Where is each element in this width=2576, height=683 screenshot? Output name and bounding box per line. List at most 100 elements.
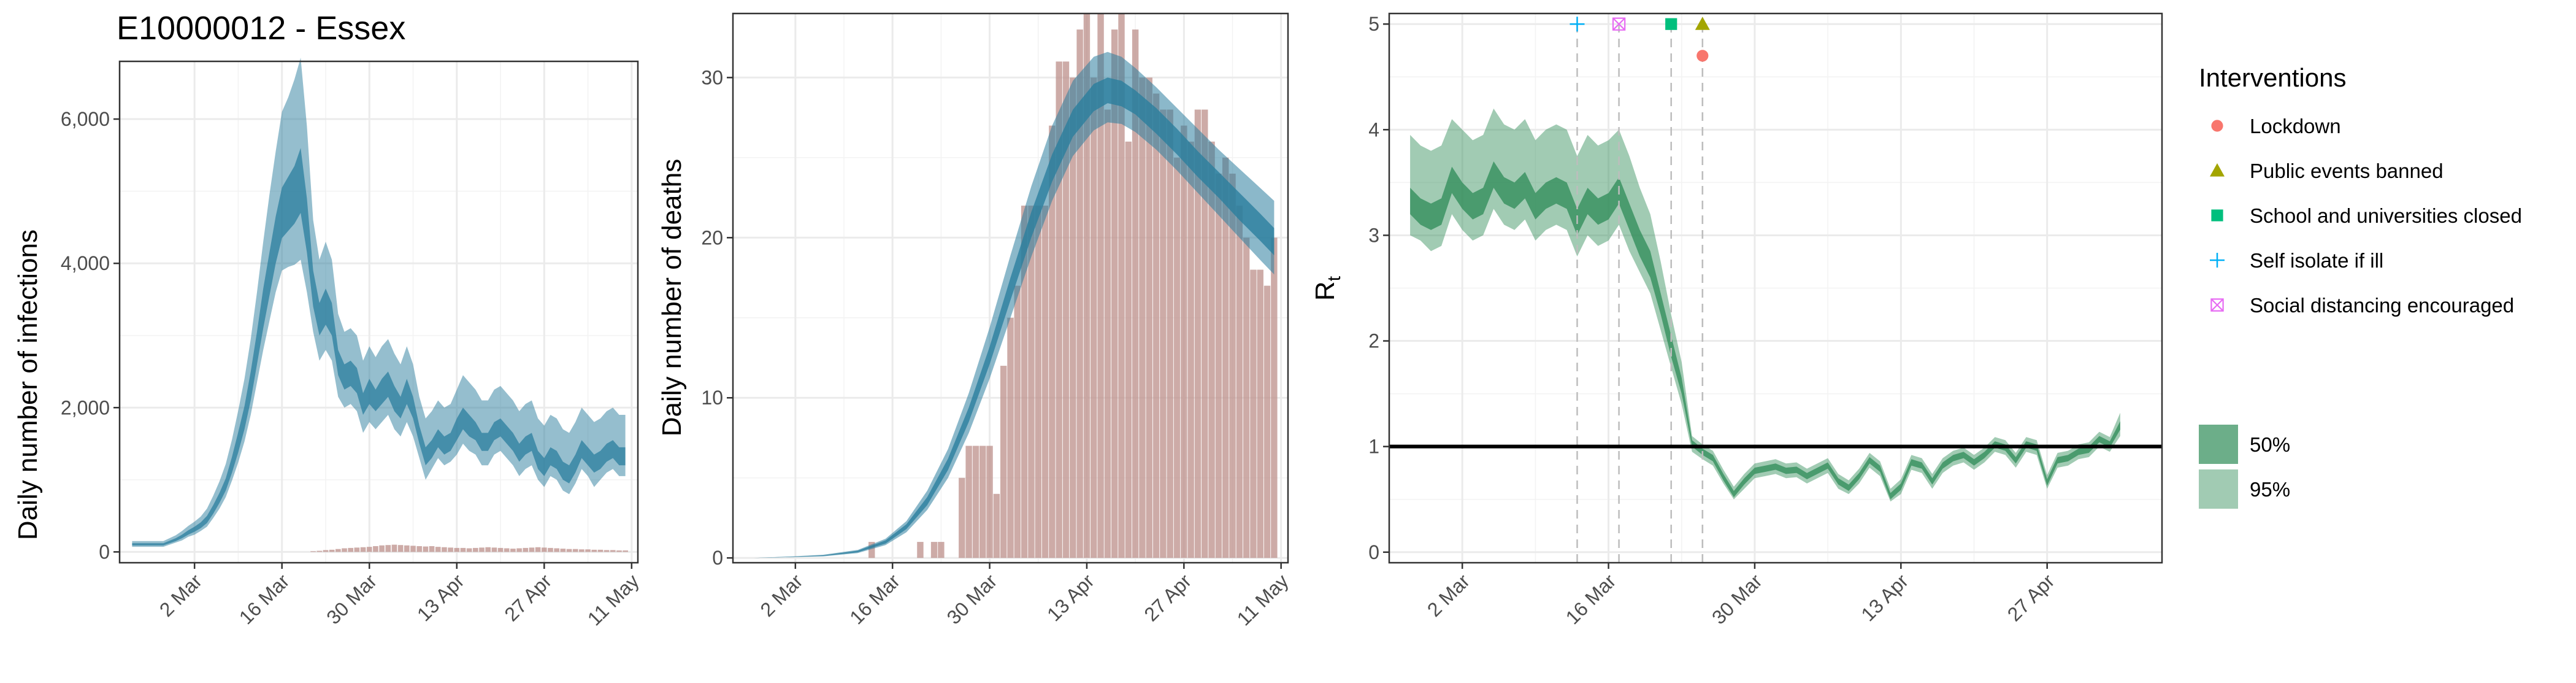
observed-case-bar — [610, 550, 616, 552]
deaths-bar — [1083, 14, 1091, 558]
infections-x-tick-label: 16 Mar — [235, 569, 294, 628]
observed-case-bar — [379, 545, 385, 552]
infections-panel: 0 2,000 4,000 6,000 2 Mar 16 Mar 30 Mar 13 Apr 2… — [61, 58, 643, 630]
legend-interval: 50% — [2199, 425, 2290, 464]
observed-case-bar — [497, 547, 504, 552]
observed-case-bar — [604, 550, 610, 552]
legend-intervals: 50% 95% — [2199, 425, 2290, 509]
deaths-bar — [1236, 206, 1243, 558]
observed-case-bar — [435, 547, 441, 552]
observed-case-bar — [442, 547, 447, 552]
deaths-x-tick-label: 16 Mar — [845, 569, 904, 628]
observed-case-bar — [397, 545, 404, 552]
deaths-bar — [972, 446, 979, 558]
deaths-bar — [1215, 173, 1222, 558]
infections-y-axis-title: Daily number of infections — [13, 230, 43, 540]
deaths-y-tick-label: 0 — [712, 547, 723, 569]
deaths-y-axis-title: Daily number of deaths — [657, 159, 687, 436]
infections-x-tick-label: 11 May — [583, 569, 643, 630]
observed-case-bar — [585, 549, 591, 552]
deaths-bar — [1041, 206, 1049, 558]
infections-y-tick-label: 2,000 — [61, 396, 110, 419]
observed-case-bar — [410, 546, 416, 552]
observed-case-bar — [448, 547, 453, 552]
infections-x-tick-label: 27 Apr — [500, 569, 556, 625]
legend-item: Self isolate if ill — [2210, 249, 2383, 272]
deaths-bar — [1194, 109, 1202, 558]
deaths-bar — [1229, 173, 1236, 558]
deaths-bar — [917, 542, 924, 558]
deaths-bar — [1167, 109, 1173, 558]
rt-y-tick-label: 0 — [1368, 541, 1379, 563]
deaths-bar — [1070, 77, 1076, 558]
legend-key-square — [2211, 209, 2223, 222]
observed-case-bar — [597, 549, 604, 552]
deaths-bar — [1257, 269, 1263, 558]
rt-x-tick-label: 2 Mar — [1423, 569, 1474, 621]
legend-interval: 95% — [2199, 469, 2290, 509]
legend-item-label: Self isolate if ill — [2250, 249, 2383, 272]
legend-item: Public events banned — [2210, 160, 2444, 182]
figure-title: E10000012 - Essex — [117, 10, 405, 47]
observed-case-bar — [504, 548, 510, 552]
intervention-marker — [1570, 17, 1585, 32]
rt-y-tick-label: 5 — [1368, 13, 1379, 35]
deaths-bar — [1208, 141, 1215, 558]
svg-text:Rt: Rt — [1310, 276, 1344, 301]
deaths-bar — [1173, 157, 1181, 558]
observed-case-bar — [516, 548, 522, 552]
observed-case-bar — [491, 547, 497, 552]
observed-case-bar — [591, 549, 597, 552]
deaths-bar — [965, 446, 972, 558]
observed-case-bar — [472, 547, 478, 552]
observed-case-bar — [366, 547, 372, 552]
observed-case-bar — [510, 549, 516, 552]
deaths-bar — [1111, 29, 1118, 558]
deaths-bar — [1271, 237, 1278, 558]
observed-case-bar — [623, 550, 628, 552]
deaths-x-tick-label: 30 Mar — [943, 569, 1002, 628]
deaths-bar — [1243, 237, 1250, 558]
deaths-bar — [1202, 109, 1208, 558]
legend-item: Social distancing encouraged — [2210, 294, 2514, 317]
observed-case-bar — [554, 548, 559, 552]
deaths-95-band — [753, 52, 1275, 558]
legend-interval-swatch — [2199, 425, 2238, 464]
legend-item: Lockdown — [2211, 115, 2341, 137]
deaths-bar — [1104, 109, 1111, 558]
legend-item-label: Public events banned — [2250, 160, 2444, 182]
rt-y-tick-label: 4 — [1368, 118, 1379, 141]
observed-case-bar — [454, 547, 460, 552]
legend-item-label: Social distancing encouraged — [2250, 294, 2514, 317]
observed-case-bar — [342, 548, 347, 552]
deaths-bar — [1056, 61, 1062, 558]
observed-case-bar — [316, 550, 323, 552]
deaths-panel: 0 10 20 30 2 Mar 16 Mar 30 Mar 13 Apr 27 Apr 11 M… — [701, 12, 1293, 630]
observed-case-bar — [460, 547, 466, 552]
deaths-bar — [1146, 77, 1152, 558]
deaths-bar — [1091, 77, 1097, 558]
deaths-bar — [868, 542, 875, 558]
legend-item: School and universities closed — [2211, 204, 2522, 227]
deaths-bar — [1263, 285, 1271, 558]
legend-item-label: School and universities closed — [2250, 204, 2522, 227]
deaths-y-tick-label: 30 — [701, 66, 723, 88]
observed-case-bar — [385, 545, 391, 552]
observed-case-bar — [548, 547, 553, 552]
deaths-bar — [1125, 141, 1132, 558]
rt-y-axis-title: Rt — [1310, 276, 1344, 301]
observed-case-bar — [335, 549, 341, 552]
rt-y-tick-label: 2 — [1368, 330, 1379, 352]
deaths-bar — [1132, 29, 1139, 558]
intervention-marker — [1696, 50, 1709, 62]
deaths-y-tick-label: 10 — [701, 387, 723, 409]
deaths-bar — [1152, 93, 1160, 558]
deaths-bar — [1028, 206, 1035, 558]
observed-case-bar — [485, 547, 491, 552]
rt-y-tick-label: 1 — [1368, 436, 1379, 458]
observed-case-bar — [479, 547, 485, 552]
legend-items: Lockdown Public events banned School and u… — [2210, 115, 2522, 317]
deaths-bar — [1160, 109, 1167, 558]
legend-key-triangle — [2210, 163, 2225, 177]
